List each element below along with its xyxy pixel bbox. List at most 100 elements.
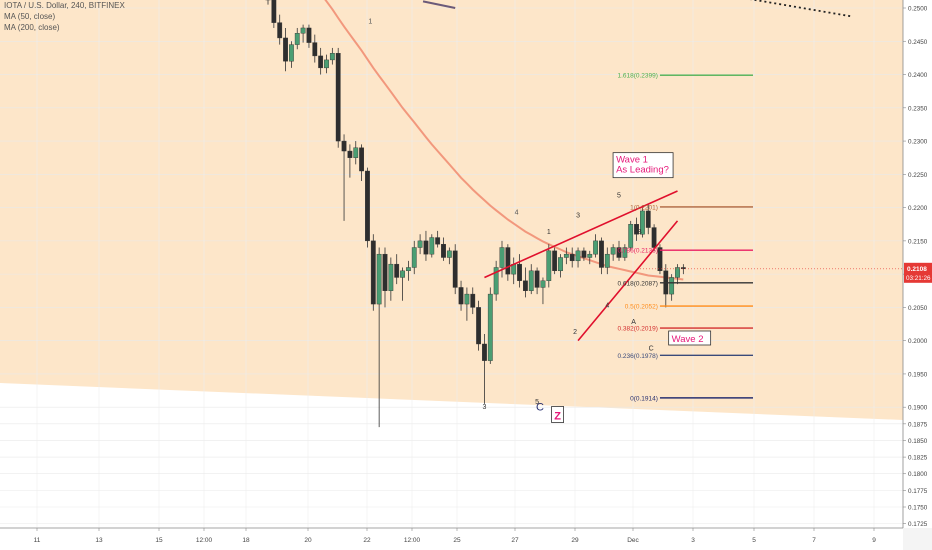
candle[interactable]	[318, 47, 324, 75]
plot-area[interactable]: 1.618(0.2399) 1(0.2201) 0.786(0.2136) 0.618…	[0, 0, 903, 528]
candle[interactable]	[312, 34, 318, 63]
candle[interactable]	[540, 277, 546, 305]
candle[interactable]	[616, 240, 622, 261]
price-axis[interactable]: 0.2500 0.2450 0.2400 0.2350 0.2300 0.2250 0.22…	[902, 0, 932, 550]
price-tick-label: 0.2050	[908, 305, 928, 312]
candle[interactable]	[341, 134, 347, 221]
candle[interactable]	[517, 254, 522, 288]
candles[interactable]	[265, 0, 686, 428]
candle[interactable]	[452, 244, 458, 295]
wedge-trendline[interactable]	[484, 190, 678, 279]
candle[interactable]	[306, 24, 312, 48]
candle[interactable]	[283, 27, 288, 72]
candle[interactable]	[476, 300, 481, 351]
candle[interactable]	[493, 260, 499, 301]
candle[interactable]	[353, 141, 359, 165]
candle[interactable]	[593, 234, 599, 258]
candle[interactable]	[394, 254, 400, 285]
candle[interactable]	[499, 240, 505, 278]
candle[interactable]	[523, 267, 528, 298]
time-axis[interactable]: 11 13 15 12:00 18 20 22 12:00 25 27 29 Dec 3 5 7 9	[0, 527, 932, 550]
candle[interactable]	[651, 224, 657, 251]
candle[interactable]	[546, 244, 552, 288]
candle[interactable]	[277, 14, 283, 45]
candle[interactable]	[581, 247, 587, 261]
wave-label: B	[637, 229, 642, 236]
candle[interactable]	[365, 167, 370, 248]
candle[interactable]	[640, 207, 645, 238]
time-tick-label: 25	[453, 537, 461, 544]
candle[interactable]	[388, 257, 394, 301]
candle[interactable]	[458, 280, 464, 311]
candle[interactable]	[558, 254, 563, 278]
candle[interactable]	[441, 237, 446, 261]
candle[interactable]	[400, 267, 405, 301]
ma50-segment[interactable]	[422, 0, 456, 9]
candle[interactable]	[622, 244, 628, 261]
candle[interactable]	[464, 287, 470, 321]
candle[interactable]	[265, 0, 271, 5]
candle[interactable]	[417, 234, 423, 255]
time-tick-label: 18	[242, 537, 250, 544]
fibonacci-levels[interactable]: 1.618(0.2399) 1(0.2201) 0.786(0.2136) 0.618…	[617, 73, 753, 403]
candle[interactable]	[534, 267, 540, 295]
candle[interactable]	[324, 54, 329, 74]
candle[interactable]	[329, 47, 335, 65]
wedge-trendline[interactable]	[577, 220, 679, 342]
candle-body	[359, 147, 364, 172]
candle[interactable]	[435, 230, 441, 248]
candle-body	[599, 240, 604, 268]
candle[interactable]	[587, 250, 593, 265]
candle[interactable]	[429, 234, 435, 258]
candle[interactable]	[382, 247, 388, 308]
candle[interactable]	[528, 264, 534, 295]
candle[interactable]	[406, 260, 411, 281]
candle[interactable]	[675, 264, 680, 285]
candle[interactable]	[487, 287, 493, 364]
candle[interactable]	[294, 27, 300, 50]
candle-body	[640, 210, 645, 235]
candle[interactable]	[569, 247, 575, 268]
candle-body	[540, 280, 546, 288]
legend-ma50[interactable]: MA (50, close)	[4, 12, 56, 21]
candle[interactable]	[411, 240, 417, 275]
candle[interactable]	[376, 247, 382, 428]
candle[interactable]	[370, 234, 376, 311]
candle-body	[365, 170, 370, 242]
wave1-label: As Leading?	[616, 165, 669, 176]
candle[interactable]	[610, 244, 616, 261]
legend-ma200[interactable]: MA (200, close)	[4, 23, 60, 32]
candle[interactable]	[563, 247, 569, 265]
candle[interactable]	[335, 47, 341, 148]
candle[interactable]	[657, 244, 663, 275]
candle[interactable]	[423, 230, 429, 261]
candle[interactable]	[359, 144, 364, 181]
candle[interactable]	[347, 144, 353, 178]
candle[interactable]	[289, 41, 294, 68]
current-price-tag[interactable]	[904, 262, 932, 283]
candle[interactable]	[634, 217, 639, 241]
candle[interactable]	[446, 247, 452, 265]
candle[interactable]	[575, 247, 581, 268]
candle[interactable]	[482, 334, 487, 404]
candle[interactable]	[470, 287, 476, 315]
ma200-line[interactable]	[268, 0, 684, 281]
candle[interactable]	[300, 24, 306, 43]
candle[interactable]	[628, 220, 634, 251]
candle[interactable]	[680, 264, 686, 275]
time-axis-bg	[0, 528, 932, 550]
candle-body	[610, 247, 616, 255]
candle[interactable]	[271, 0, 277, 28]
candle[interactable]	[599, 237, 604, 275]
candle[interactable]	[505, 244, 511, 281]
price-tick-label: 0.2150	[908, 238, 928, 245]
price-tick-label: 0.2350	[908, 105, 928, 112]
candle[interactable]	[604, 247, 610, 275]
price-tick-label: 0.1725	[908, 521, 928, 528]
candle[interactable]	[552, 247, 558, 275]
candle[interactable]	[669, 274, 675, 301]
legend-symbol[interactable]: IOTA / U.S. Dollar, 240, BITFINEX	[4, 1, 125, 10]
candle[interactable]	[645, 204, 651, 235]
